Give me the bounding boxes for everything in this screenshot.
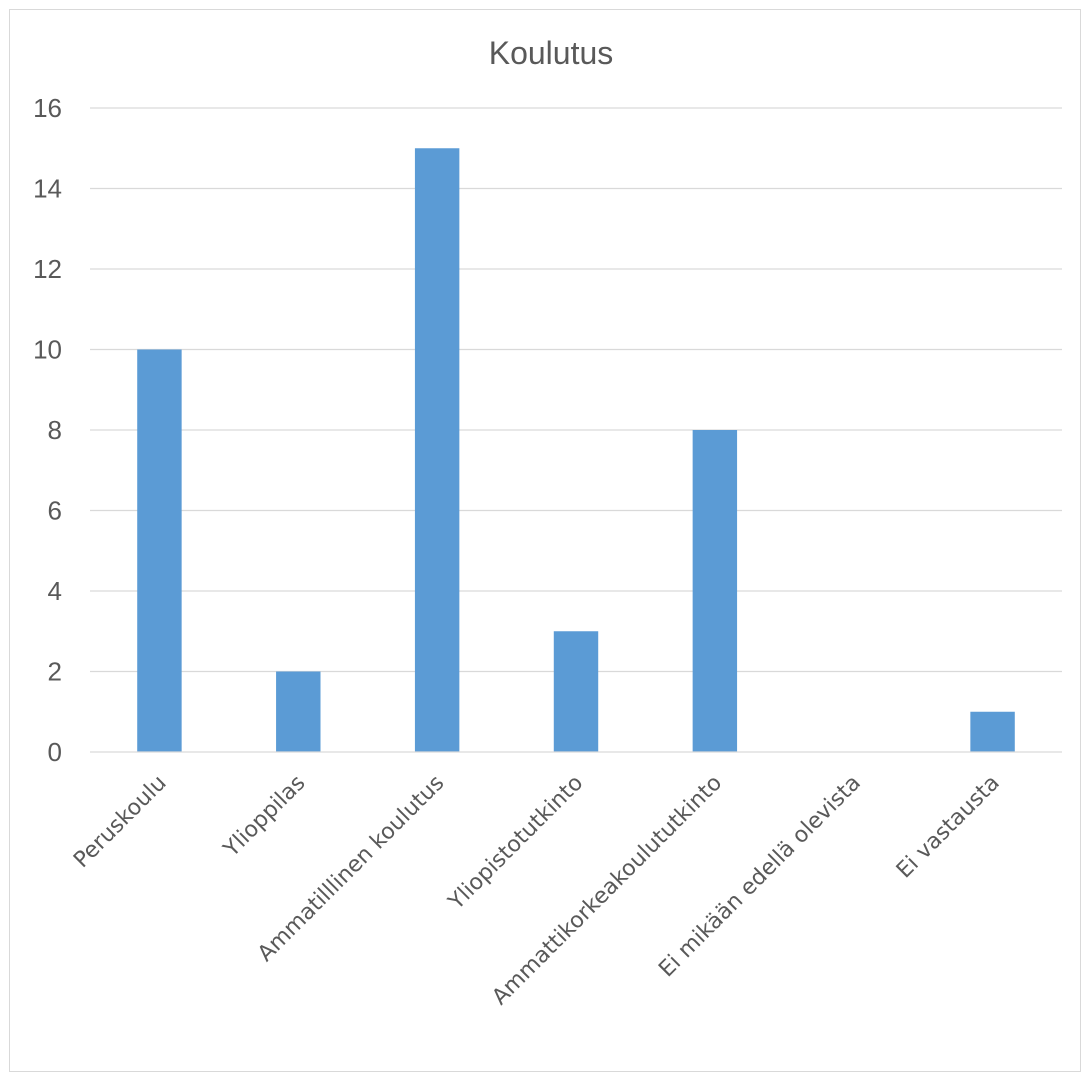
y-tick-label: 16 [33,93,62,123]
bars [137,148,1015,752]
gridlines [90,107,1062,673]
y-tick-label: 12 [33,254,62,284]
x-tick-label: Ylioppilas [218,771,310,863]
chart-frame [9,9,1081,1072]
x-tick-label: Peruskoulu [69,771,171,873]
y-tick-label: 2 [48,657,62,687]
bar-7 [970,711,1015,752]
y-tick-label: 10 [33,335,62,365]
bar-1 [137,349,182,752]
bar-4 [553,631,599,752]
chart-title: Koulutus [489,35,614,71]
x-tick-label: Ammattikorkeakoulututkinto [488,771,727,1010]
x-tick-label: Yliopistotutkinto [443,771,588,916]
bar-2 [276,671,321,752]
bar-3 [414,148,460,752]
bar-5 [692,430,738,752]
y-axis-ticks: 0 2 4 6 8 10 12 14 16 [33,93,62,767]
y-tick-label: 6 [48,496,62,526]
y-tick-label: 4 [48,576,62,606]
y-tick-label: 0 [48,737,62,767]
x-tick-label: Ei vastausta [892,771,1005,884]
y-tick-label: 14 [33,174,62,204]
y-tick-label: 8 [48,415,62,445]
